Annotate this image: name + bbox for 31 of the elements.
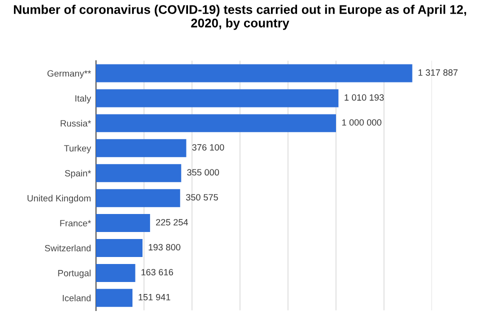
y-tick-label: Turkey bbox=[64, 144, 92, 154]
data-label: 1 000 000 bbox=[342, 119, 382, 126]
y-tick-label: Italy bbox=[75, 94, 92, 104]
bar bbox=[96, 164, 182, 182]
data-label: 225 254 bbox=[156, 219, 188, 226]
y-tick-label: Portugal bbox=[58, 270, 91, 278]
y-tick-label: Switzerland bbox=[44, 244, 91, 252]
bar bbox=[96, 114, 336, 132]
bar bbox=[96, 189, 180, 208]
y-tick-label: Spain* bbox=[64, 170, 91, 178]
bar bbox=[96, 89, 338, 108]
data-label: 355 000 bbox=[187, 169, 220, 176]
bar bbox=[96, 264, 136, 282]
data-label: 151 941 bbox=[138, 294, 170, 300]
data-label: 163 616 bbox=[142, 268, 174, 276]
data-label: 1 317 887 bbox=[418, 69, 458, 76]
data-label: 1 010 193 bbox=[344, 94, 384, 101]
y-tick-label: Russia* bbox=[60, 120, 91, 127]
y-tick-label: Iceland bbox=[62, 294, 91, 302]
data-label: 350 575 bbox=[186, 194, 218, 201]
bar bbox=[96, 239, 143, 257]
y-tick-label: Germany** bbox=[47, 70, 91, 78]
data-label: 193 800 bbox=[148, 244, 180, 250]
y-tick-label: United Kingdom bbox=[28, 194, 91, 204]
y-tick-label: France* bbox=[60, 220, 91, 226]
bar bbox=[96, 139, 186, 158]
bar bbox=[96, 214, 150, 232]
data-label: 376 100 bbox=[192, 144, 224, 151]
bar bbox=[96, 288, 132, 307]
bar bbox=[96, 64, 412, 82]
chart-title: Number of coronavirus (COVID-19) tests carried out in Europe as of April 12, 2020, by country bbox=[14, 4, 466, 30]
